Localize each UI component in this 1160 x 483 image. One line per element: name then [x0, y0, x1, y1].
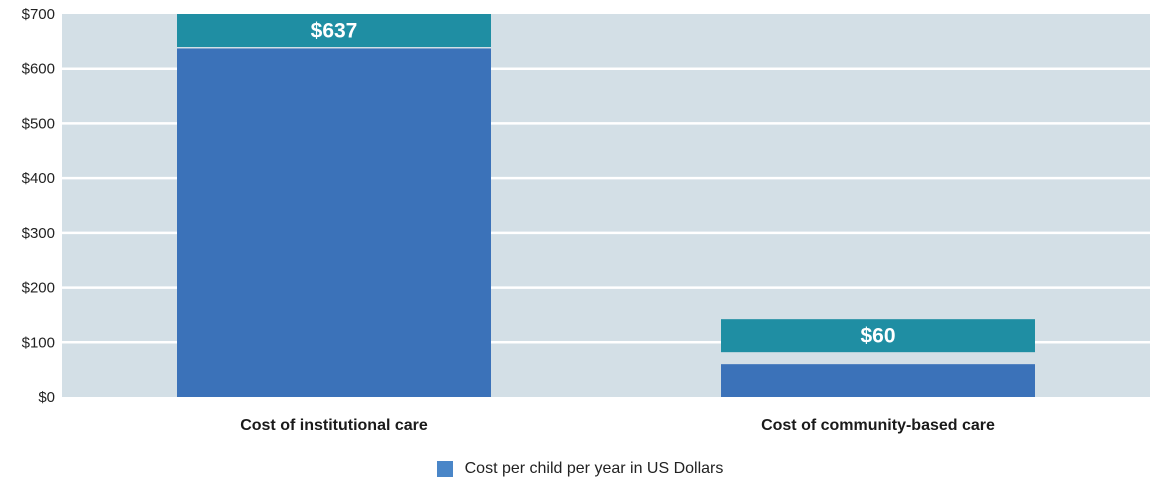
- y-tick-label: $200: [22, 280, 55, 297]
- x-category-label: Cost of institutional care: [240, 417, 428, 434]
- legend-swatch: [436, 461, 453, 477]
- x-category-label: Cost of community-based care: [761, 417, 995, 434]
- legend: Cost per child per year in US Dollars: [0, 460, 1160, 478]
- bar: [177, 48, 491, 397]
- data-label-box: [721, 319, 1035, 353]
- bars: $637 $60: [177, 14, 1035, 397]
- y-tick-label: $500: [22, 115, 55, 132]
- y-tick-label: $100: [22, 334, 55, 351]
- bar: [721, 364, 1035, 397]
- bar-chart: $0 $100 $200 $300 $400 $500 $600 $700 $637 $60 C…: [22, 6, 1150, 434]
- data-label: $60: [860, 325, 895, 348]
- y-tick-label: $400: [22, 170, 55, 187]
- y-tick-label: $700: [22, 6, 55, 23]
- legend-label: Cost per child per year in US Dollars: [464, 460, 724, 477]
- y-tick-label: $600: [22, 61, 55, 78]
- data-label-box: [177, 14, 491, 47]
- data-label: $637: [311, 20, 358, 43]
- y-tick-label: $0: [38, 389, 55, 406]
- x-axis-categories: Cost of institutional care Cost of commun…: [240, 417, 995, 434]
- y-axis-ticks: $0 $100 $200 $300 $400 $500 $600 $700: [22, 6, 55, 406]
- y-tick-label: $300: [22, 225, 55, 242]
